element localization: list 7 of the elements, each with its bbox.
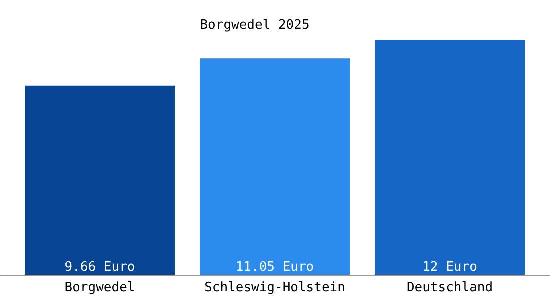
data-label: 11.05 Euro — [236, 260, 314, 275]
x-tick-label: Borgwedel — [64, 280, 136, 296]
chart-title: Borgwedel 2025 — [200, 18, 310, 33]
data-label: 9.66 Euro — [64, 260, 136, 275]
x-tick-label: Schleswig-Holstein — [204, 280, 346, 296]
x-tick-label: Deutschland — [406, 280, 494, 296]
data-label: 12 Euro — [422, 260, 478, 275]
